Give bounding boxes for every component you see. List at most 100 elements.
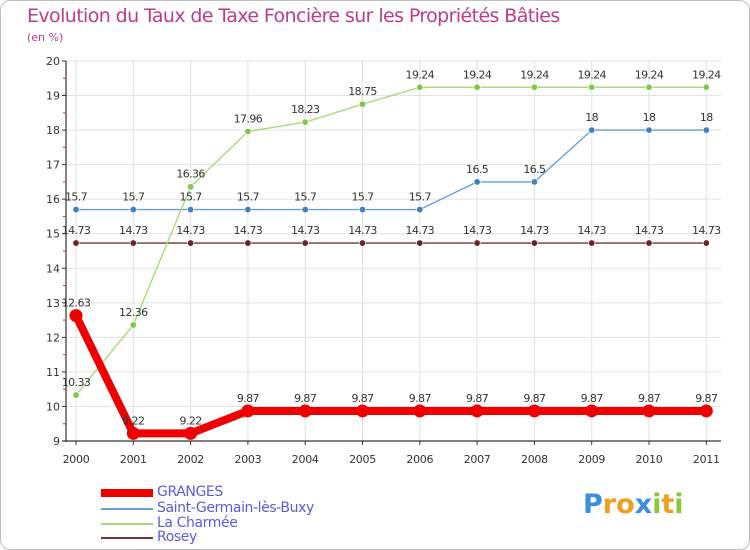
data-point — [702, 239, 710, 247]
data-label: 15.7 — [351, 191, 374, 204]
y-tick-label: 9 — [53, 435, 60, 448]
y-tick-label: 15 — [46, 228, 60, 241]
data-label: 12.36 — [119, 306, 148, 319]
data-label: 9.22 — [180, 414, 202, 427]
logo-letter: i — [674, 489, 684, 520]
data-point — [358, 239, 366, 247]
data-point — [530, 83, 538, 91]
legend-swatch-saint-germain — [101, 508, 153, 510]
data-label: 9.87 — [351, 392, 374, 405]
legend-swatch-granges — [101, 489, 153, 497]
data-label: 15.7 — [65, 191, 88, 204]
data-point — [588, 83, 596, 91]
data-point — [129, 321, 137, 329]
data-point — [530, 178, 538, 186]
y-tick-label: 10 — [46, 400, 60, 413]
data-point — [301, 239, 309, 247]
data-label: 10.33 — [62, 376, 91, 389]
proxiti-logo: Proxiti — [583, 489, 684, 520]
data-label: 16.5 — [523, 163, 546, 176]
logo-letter: t — [661, 489, 675, 520]
data-label: 16.5 — [466, 163, 489, 176]
data-label: 15.7 — [122, 191, 145, 204]
x-tick-label: 2004 — [292, 453, 319, 466]
y-tick-label: 18 — [46, 124, 60, 137]
data-label: 15.7 — [180, 191, 203, 204]
data-label: 17.96 — [234, 112, 263, 125]
data-label: 19.24 — [463, 68, 492, 81]
data-point — [358, 206, 366, 214]
data-label: 14.73 — [234, 224, 263, 237]
legend-label-la-charmee: La Charmée — [157, 515, 238, 531]
data-label: 14.73 — [463, 224, 492, 237]
data-point — [129, 206, 137, 214]
data-point — [72, 239, 80, 247]
data-point — [702, 83, 710, 91]
legend-label-granges: GRANGES — [157, 484, 223, 500]
data-label: 14.73 — [62, 224, 91, 237]
data-point — [416, 239, 424, 247]
data-point — [585, 404, 599, 418]
data-label: 14.73 — [577, 224, 606, 237]
data-label: 15.7 — [294, 191, 317, 204]
x-tick-label: 2001 — [120, 453, 147, 466]
x-tick-label: 2005 — [349, 453, 376, 466]
y-tick-label: 14 — [46, 262, 60, 275]
data-label: 14.73 — [291, 224, 320, 237]
data-label: 19.24 — [692, 68, 721, 81]
legend-label-saint-germain: Saint-Germain-lès-Buxy — [157, 500, 314, 516]
data-label: 19.24 — [520, 68, 549, 81]
data-point — [301, 206, 309, 214]
series-line-saint-germain-l-s-buxy — [75, 129, 707, 211]
series-line-granges — [72, 311, 711, 438]
data-label: 15.7 — [237, 191, 260, 204]
data-label: 19.24 — [577, 68, 606, 81]
x-tick-label: 2010 — [636, 453, 663, 466]
data-label: 9.87 — [237, 392, 260, 405]
data-point — [699, 404, 713, 418]
x-tick-label: 2011 — [693, 453, 720, 466]
data-point — [645, 83, 653, 91]
data-point — [702, 126, 710, 134]
data-point — [187, 206, 195, 214]
data-label: 14.73 — [406, 224, 435, 237]
logo-letter: r — [602, 489, 617, 520]
legend-label-rosey: Rosey — [157, 529, 197, 545]
logo-letter: o — [616, 489, 635, 520]
x-tick-label: 2000 — [63, 453, 90, 466]
data-point — [473, 239, 481, 247]
data-label: 9.22 — [122, 414, 144, 427]
data-point — [184, 426, 198, 440]
data-label: 19.24 — [406, 68, 435, 81]
data-label: 16.36 — [176, 168, 205, 181]
data-point — [72, 391, 80, 399]
x-tick-label: 2007 — [464, 453, 491, 466]
y-tick-label: 19 — [46, 90, 60, 103]
x-tick-label: 2009 — [578, 453, 605, 466]
data-label: 18 — [700, 111, 713, 124]
y-tick-label: 17 — [46, 159, 60, 172]
y-tick-label: 20 — [46, 55, 60, 68]
data-label: 14.73 — [119, 224, 148, 237]
data-point — [244, 239, 252, 247]
data-label: 9.87 — [695, 392, 718, 405]
data-point — [645, 126, 653, 134]
series-line-la-charm-e — [75, 86, 707, 396]
data-point — [416, 206, 424, 214]
legend-swatch-rosey — [101, 537, 153, 539]
data-point — [473, 83, 481, 91]
data-point — [69, 309, 83, 323]
data-point — [413, 404, 427, 418]
data-point — [645, 239, 653, 247]
data-label: 9.87 — [466, 392, 489, 405]
data-label: 9.87 — [638, 392, 661, 405]
data-label: 9.87 — [523, 392, 546, 405]
data-point — [244, 127, 252, 135]
data-point — [588, 239, 596, 247]
chart-title: Evolution du Taux de Taxe Foncière sur l… — [27, 5, 560, 27]
data-label: 9.87 — [409, 392, 432, 405]
data-label: 18 — [643, 111, 656, 124]
data-label: 12.63 — [62, 297, 91, 310]
unit-label: (en %) — [27, 31, 64, 44]
